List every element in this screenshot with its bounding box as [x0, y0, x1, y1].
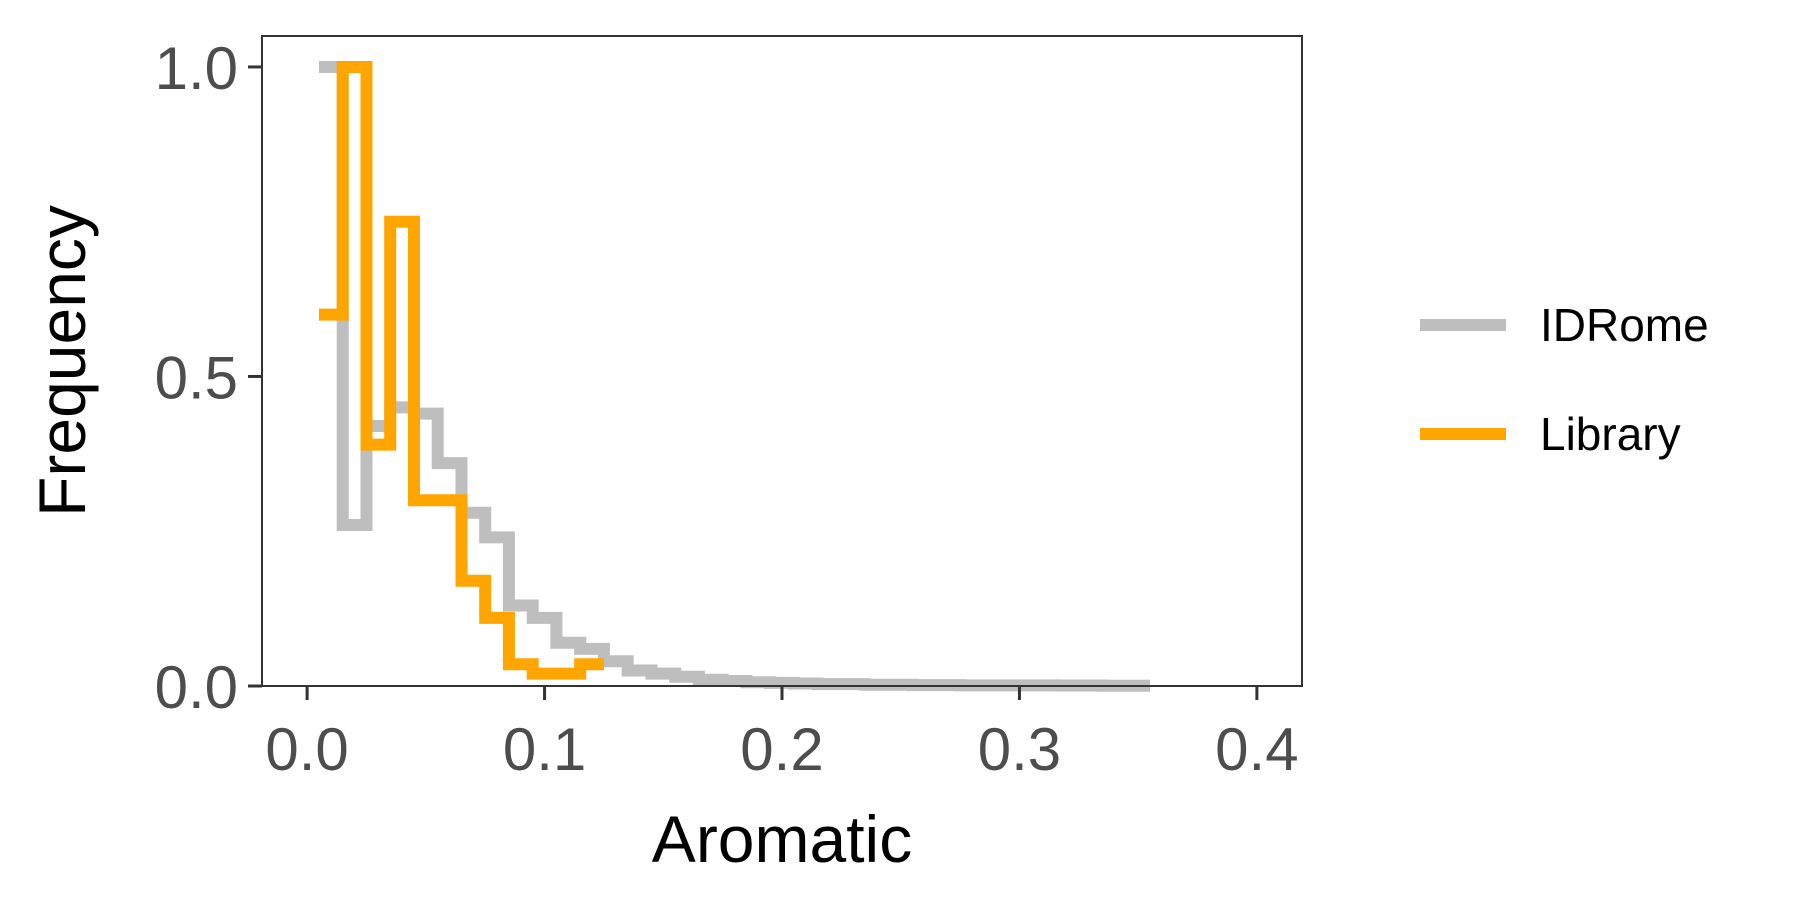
series-line-library — [319, 61, 604, 680]
legend-label-idrome: IDRome — [1540, 299, 1709, 351]
y-axis: 0.0 0.5 1.0 — [155, 35, 262, 721]
y-tick-label: 0.5 — [155, 344, 238, 411]
x-tick-label: 0.3 — [978, 716, 1061, 783]
x-tick-label: 0.1 — [503, 716, 586, 783]
y-tick-label: 0.0 — [155, 654, 238, 721]
legend: IDRome Library — [1420, 299, 1709, 460]
x-tick-label: 0.2 — [740, 716, 823, 783]
x-tick-label: 0.0 — [265, 716, 348, 783]
legend-label-library: Library — [1540, 408, 1681, 460]
x-tick-label: 0.4 — [1215, 716, 1298, 783]
plot-panel-background — [262, 36, 1302, 686]
x-axis-title: Aromatic — [652, 802, 912, 876]
y-tick-label: 1.0 — [155, 35, 238, 102]
y-axis-title: Frequency — [25, 205, 99, 517]
x-axis: 0.0 0.1 0.2 0.3 0.4 — [265, 686, 1299, 783]
